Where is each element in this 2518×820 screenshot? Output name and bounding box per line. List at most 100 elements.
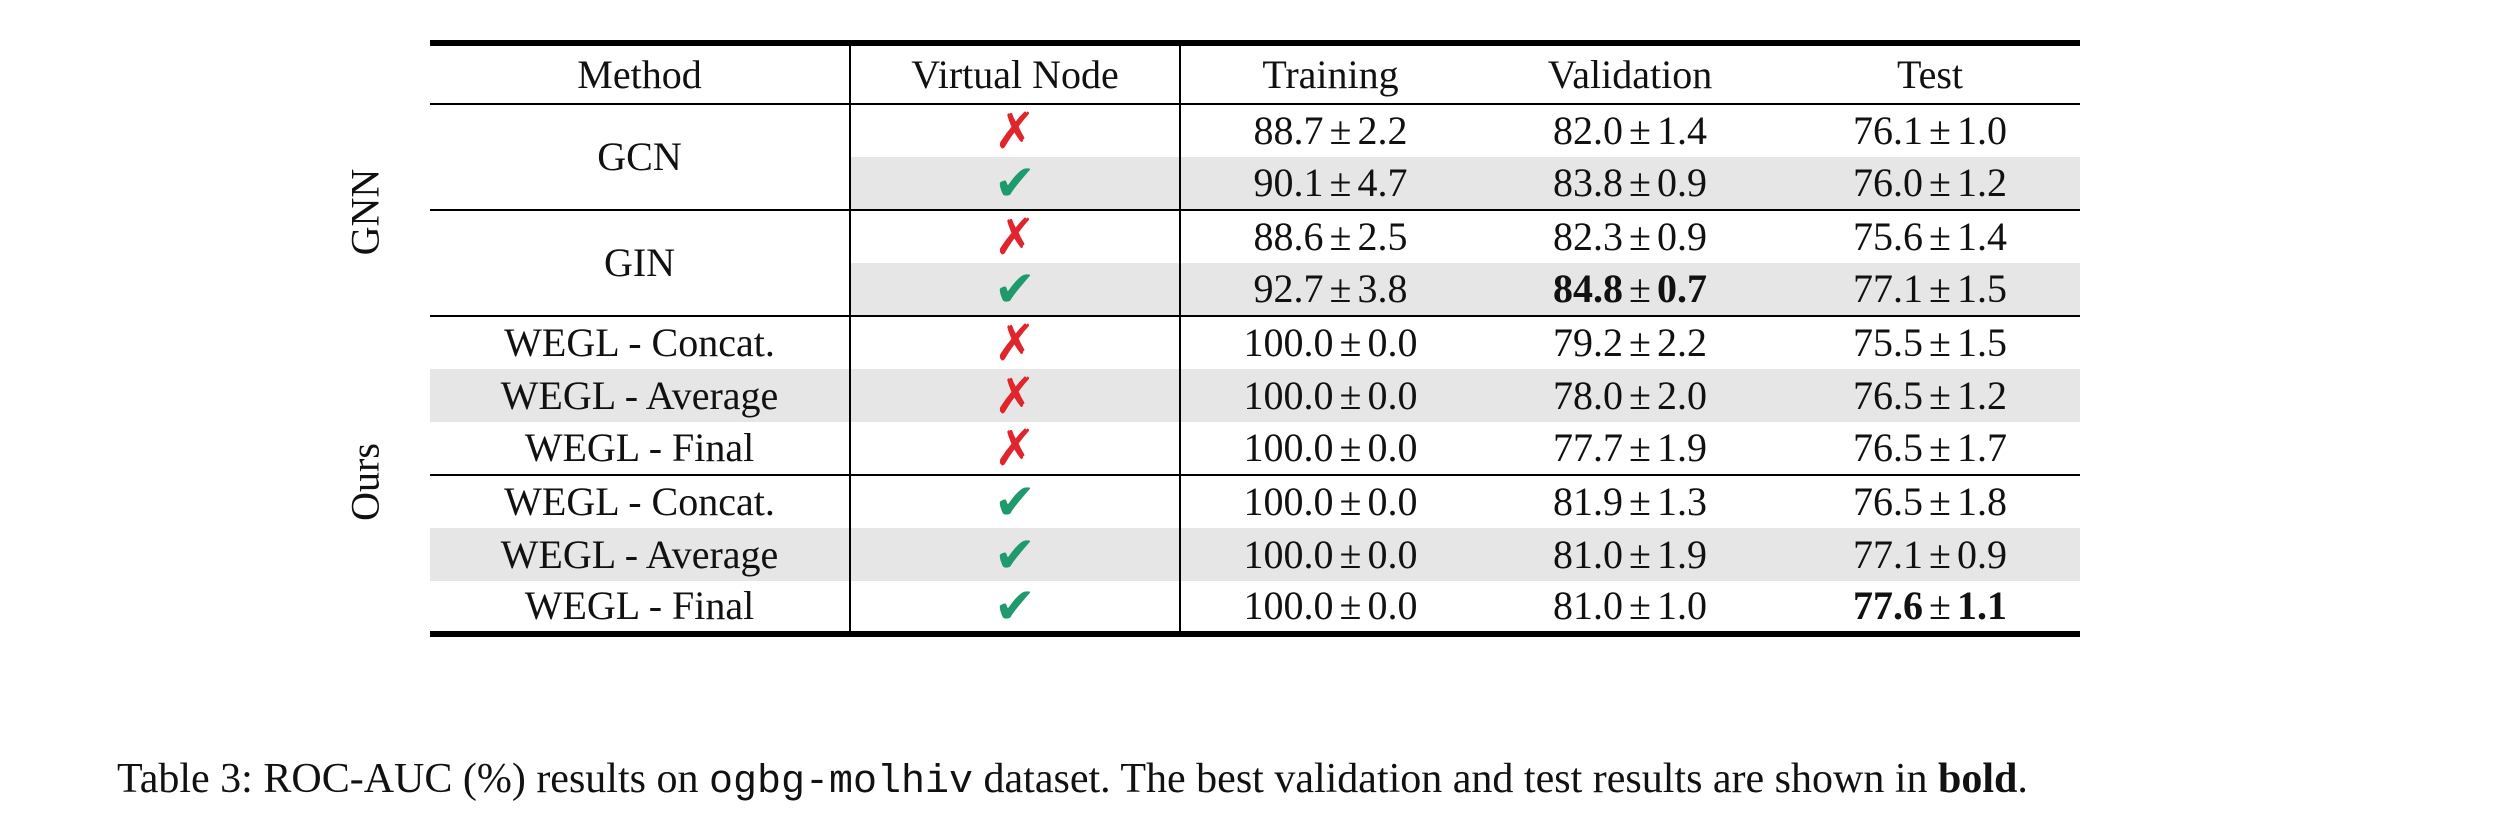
training-std: 0.0 (1367, 583, 1418, 628)
test-cell: 77.1 ±0.9 (1780, 528, 2080, 581)
caption-end: . (2017, 756, 2028, 802)
training-mean: 100.0 (1243, 479, 1334, 524)
caption-middle: dataset. The best validation and test re… (973, 756, 1939, 802)
pm-sign: ± (1629, 214, 1651, 259)
test-std: 1.0 (1956, 108, 2007, 153)
table-row: WEGL - Average ✗ 100.0 ±0.0 78.0 ±2.0 76.5… (430, 369, 2080, 422)
validation-std: 2.0 (1656, 372, 1707, 418)
validation-mean: 78.0 (1553, 372, 1624, 418)
pm-sign: ± (1929, 160, 1951, 205)
training-cell: 92.7 ±3.8 (1180, 263, 1480, 316)
check-mark-icon: ✔ (994, 260, 1036, 318)
test-cell: 75.5 ±1.5 (1780, 316, 2080, 369)
pm-sign: ± (1339, 372, 1362, 418)
validation-mean-best: 84.8 (1553, 266, 1624, 311)
test-std: 1.4 (1956, 214, 2007, 259)
pm-sign: ± (1329, 266, 1352, 311)
training-std: 2.5 (1357, 214, 1408, 259)
pm-sign: ± (1929, 108, 1951, 153)
validation-mean: 81.0 (1553, 583, 1624, 628)
pm-sign: ± (1629, 583, 1651, 628)
pm-sign: ± (1339, 583, 1362, 628)
check-mark-icon: ✔ (994, 473, 1036, 531)
test-cell: 76.5 ±1.2 (1780, 369, 2080, 422)
virtual-node-cell: ✔ (850, 581, 1181, 634)
training-std: 2.2 (1357, 108, 1408, 153)
test-mean: 76.1 (1853, 108, 1924, 153)
validation-cell: 82.0 ±1.4 (1480, 104, 1780, 157)
cross-mark-icon: ✗ (994, 208, 1036, 266)
test-std-best: 1.1 (1956, 583, 2007, 628)
table-row: ✔ 92.7 ±3.8 84.8 ±0.7 77.1 ±1.5 (430, 263, 2080, 316)
test-mean: 77.1 (1853, 531, 1924, 577)
table-row: WEGL - Final ✔ 100.0 ±0.0 81.0 ±1.0 77.6 ±1… (430, 581, 2080, 634)
pm-sign: ± (1929, 214, 1951, 259)
test-cell: 76.5 ±1.7 (1780, 422, 2080, 475)
method-cell: WEGL - Concat. (430, 475, 851, 528)
virtual-node-cell: ✗ (850, 366, 1181, 425)
test-mean: 76.5 (1853, 479, 1924, 524)
validation-std: 0.9 (1656, 214, 1707, 259)
table-row: GIN ✗ 88.6 ±2.5 82.3 ±0.9 75.6 ±1.4 (430, 208, 2080, 316)
cross-mark-icon: ✗ (994, 419, 1036, 477)
pm-sign: ± (1329, 160, 1352, 205)
validation-cell: 81.0 ±1.0 (1480, 581, 1780, 634)
validation-std: 1.9 (1656, 531, 1707, 577)
virtual-node-cell: ✔ (850, 525, 1181, 584)
method-cell: WEGL - Final (430, 422, 851, 475)
virtual-node-cell: ✔ (850, 260, 1181, 318)
training-cell: 100.0 ±0.0 (1180, 528, 1480, 581)
validation-std-best: 0.7 (1656, 266, 1707, 311)
validation-mean: 82.3 (1553, 214, 1624, 259)
training-mean: 92.7 (1253, 266, 1324, 311)
table-caption: Table 3: ROC-AUC (%) results on ogbg-mol… (117, 755, 2028, 805)
virtual-node-cell: ✗ (850, 419, 1181, 477)
caption-dataset: ogbg-molhiv (708, 760, 974, 805)
check-mark-icon: ✔ (994, 525, 1036, 584)
test-cell: 77.1 ±1.5 (1780, 263, 2080, 316)
pm-sign: ± (1629, 160, 1651, 205)
cross-mark-icon: ✗ (994, 366, 1036, 425)
training-mean: 88.6 (1253, 214, 1324, 259)
validation-std: 1.9 (1656, 425, 1707, 470)
group-label-gnn: GNN (342, 168, 388, 256)
header-row: Method Virtual Node Training Validation … (430, 43, 2080, 104)
test-std: 1.8 (1956, 479, 2007, 524)
pm-sign: ± (1929, 425, 1951, 470)
validation-mean: 81.0 (1553, 531, 1624, 577)
validation-mean: 81.9 (1553, 479, 1624, 524)
pm-sign: ± (1929, 320, 1951, 365)
header-test: Test (1896, 51, 1964, 97)
pm-sign: ± (1629, 266, 1651, 311)
pm-sign: ± (1929, 583, 1951, 628)
virtual-node-cell: ✔ (850, 473, 1181, 531)
validation-mean: 83.8 (1553, 160, 1624, 205)
training-std: 0.0 (1367, 320, 1418, 365)
pm-sign: ± (1929, 531, 1951, 577)
pm-sign: ± (1339, 531, 1362, 577)
cross-mark-icon: ✗ (994, 102, 1036, 160)
training-cell: 100.0 ±0.0 (1180, 369, 1480, 422)
test-cell: 76.1 ±1.0 (1780, 104, 2080, 157)
check-mark-icon: ✔ (994, 154, 1036, 212)
training-std: 4.7 (1357, 160, 1408, 205)
test-mean-best: 77.6 (1853, 583, 1924, 628)
table-row: WEGL - Final ✗ 100.0 ±0.0 77.7 ±1.9 76.5 ±1… (430, 422, 2080, 475)
table-row: GCN ✗ 88.7 ±2.2 82.0 ±1.4 76.1 ±1.0 (430, 102, 2080, 210)
pm-sign: ± (1629, 531, 1651, 577)
pm-sign: ± (1929, 479, 1951, 524)
validation-cell: 81.0 ±1.9 (1480, 528, 1780, 581)
test-mean: 76.5 (1853, 425, 1924, 470)
virtual-node-cell: ✗ (850, 102, 1181, 160)
virtual-node-cell: ✔ (850, 154, 1181, 212)
pm-sign: ± (1329, 108, 1352, 153)
table-row: ✔ 90.1 ±4.7 83.8 ±0.9 76.0 ±1.2 (430, 157, 2080, 210)
training-cell: 90.1 ±4.7 (1180, 157, 1480, 210)
virtual-node-cell: ✗ (850, 314, 1181, 372)
method-cell: WEGL - Final (430, 581, 851, 634)
header-virtual-node: Virtual Node (850, 43, 1181, 104)
training-std: 0.0 (1367, 425, 1418, 470)
validation-cell: 82.3 ±0.9 (1480, 210, 1780, 263)
cross-mark-icon: ✗ (994, 314, 1036, 372)
test-cell: 76.0 ±1.2 (1780, 157, 2080, 210)
